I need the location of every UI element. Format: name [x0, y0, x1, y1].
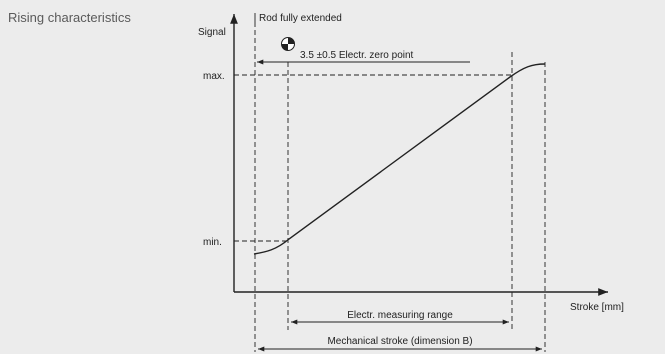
x-axis-label: Stroke [mm]	[570, 302, 624, 313]
measuring-range-label: Electr. measuring range	[347, 310, 453, 321]
zero-point-symbol	[281, 37, 295, 51]
characteristic-curve	[253, 63, 546, 255]
min-level-label: min.	[203, 237, 222, 248]
y-axis-label: Signal	[198, 27, 226, 38]
mechanical-stroke-label: Mechanical stroke (dimension B)	[327, 336, 472, 347]
zero-point-label: 3.5 ±0.5 Electr. zero point	[300, 50, 414, 61]
rod-extended-label: Rod fully extended	[259, 13, 342, 24]
max-level-label: max.	[203, 71, 225, 82]
figure-caption: Rising characteristics	[8, 10, 131, 25]
